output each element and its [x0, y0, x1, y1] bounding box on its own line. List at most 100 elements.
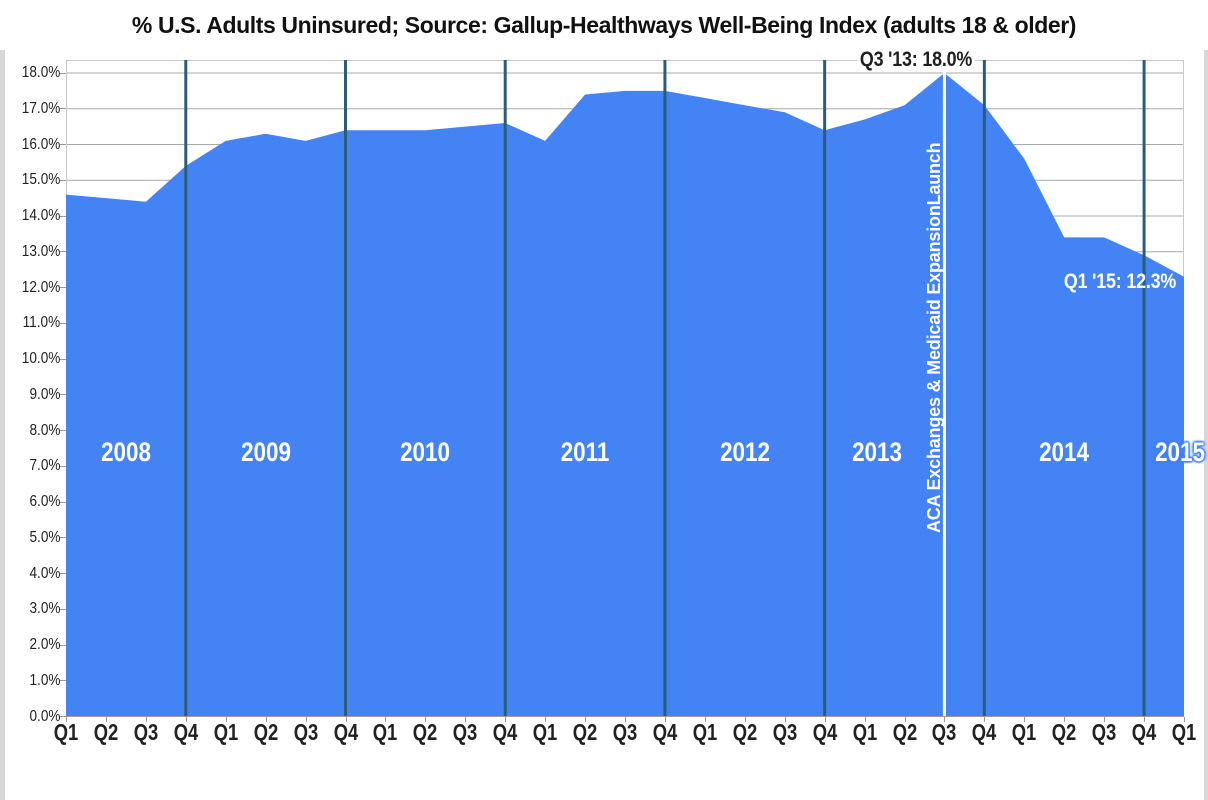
y-axis-tick [60, 608, 66, 610]
x-axis-label: Q2 [732, 719, 758, 745]
y-axis-tick [60, 251, 66, 253]
x-axis-tick [824, 717, 826, 722]
x-axis-label: Q3 [133, 719, 159, 745]
y-axis-label: 16.0% [21, 135, 60, 153]
x-axis-tick [944, 717, 946, 722]
y-axis-tick [60, 680, 66, 682]
y-axis-label: 15.0% [21, 171, 60, 189]
y-axis-tick [60, 144, 66, 145]
y-axis-label: 10.0% [21, 350, 60, 367]
x-axis-label: Q4 [812, 719, 837, 745]
y-axis-tick [60, 358, 66, 360]
y-axis-tick [60, 537, 66, 539]
x-axis-tick [425, 717, 427, 722]
y-axis-tick [60, 430, 66, 431]
x-axis-tick [625, 717, 626, 722]
year-label: 2010 [400, 437, 451, 467]
y-axis-label: 4.0% [29, 564, 60, 582]
y-axis-tick [60, 179, 66, 181]
x-axis-tick [385, 717, 387, 722]
x-axis-tick [864, 717, 866, 722]
x-axis-tick [704, 717, 706, 722]
x-axis-label: Q3 [1091, 719, 1117, 745]
x-axis-tick [305, 717, 307, 722]
x-axis-label: Q1 [852, 719, 877, 745]
x-axis-label: Q3 [612, 719, 638, 745]
x-axis-tick [1064, 717, 1066, 722]
x-axis-label: Q3 [932, 719, 957, 745]
y-axis-label: 14.0% [21, 207, 60, 224]
uninsured-area [66, 73, 1184, 717]
annotation-latest: Q1 '15: 12.3% [1064, 270, 1177, 294]
x-axis-label: Q1 [53, 719, 79, 745]
x-axis-label: Q2 [253, 719, 278, 745]
y-axis-tick [60, 644, 66, 646]
y-axis-tick [60, 501, 66, 503]
y-axis-tick [60, 573, 66, 574]
year-label: 2008 [100, 437, 151, 467]
y-axis-tick [60, 108, 66, 110]
page-left-edge [0, 50, 5, 800]
x-axis-label: Q4 [1131, 719, 1157, 745]
x-axis-tick [984, 717, 986, 722]
x-axis-label: Q1 [532, 719, 558, 745]
x-axis-tick [664, 717, 666, 722]
y-axis-label: 3.0% [29, 600, 60, 618]
x-axis-tick [145, 717, 147, 722]
x-axis-label: Q4 [652, 719, 678, 745]
x-axis-tick [784, 717, 786, 722]
y-axis-tick [60, 72, 66, 74]
x-axis-tick [66, 717, 67, 722]
y-axis-label: 1.0% [29, 671, 60, 689]
year-label: 2013 [851, 437, 902, 467]
x-axis-label: Q1 [692, 719, 718, 745]
x-axis-tick [744, 717, 746, 722]
y-axis-label: 13.0% [21, 242, 60, 260]
x-axis-label: Q1 [1171, 719, 1197, 745]
y-axis-label: 7.0% [29, 457, 60, 475]
x-axis-label: Q4 [492, 719, 518, 745]
x-axis-tick [1184, 717, 1185, 722]
x-axis-tick [185, 717, 187, 722]
y-axis-label: 0.0% [29, 707, 60, 725]
y-axis-label: 11.0% [22, 314, 60, 332]
y-axis-tick [60, 287, 66, 288]
y-axis-tick [60, 215, 66, 217]
chart-title: % U.S. Adults Uninsured; Source: Gallup-… [131, 12, 1077, 38]
x-axis-tick [505, 717, 507, 722]
year-label: 2015 [1155, 437, 1205, 467]
x-axis-label: Q2 [1051, 719, 1077, 745]
x-axis-label: Q3 [453, 719, 478, 745]
year-label: 2009 [240, 437, 291, 467]
x-axis-label: Q1 [373, 719, 398, 745]
aca-event-label: ACA Exchanges & Medicaid ExpansionLaunch [924, 142, 944, 533]
x-axis-label: Q4 [173, 719, 199, 745]
x-axis-tick [585, 717, 587, 722]
y-axis-label: 6.0% [29, 493, 60, 510]
x-axis-label: Q2 [892, 719, 917, 745]
x-axis-tick [1024, 717, 1026, 722]
x-axis-label: Q4 [333, 719, 358, 745]
plot-area [66, 60, 1184, 717]
x-axis-tick [265, 717, 267, 722]
x-axis-label: Q4 [972, 719, 997, 745]
y-axis-label: 2.0% [29, 636, 60, 653]
x-axis-tick [345, 717, 347, 722]
y-axis-tick [60, 394, 66, 396]
x-axis-label: Q1 [1012, 719, 1037, 745]
y-axis-tick [60, 465, 66, 467]
x-axis-tick [225, 717, 227, 722]
y-axis-label: 17.0% [21, 99, 60, 117]
y-axis-label: 9.0% [29, 385, 60, 403]
x-axis-tick [1144, 717, 1146, 722]
x-axis-label: Q2 [413, 719, 438, 745]
x-axis-tick [1104, 717, 1106, 722]
y-axis-tick [60, 716, 66, 717]
x-axis-tick [904, 717, 906, 722]
x-axis-tick [545, 717, 547, 722]
page-right-edge [1204, 50, 1208, 800]
y-axis-label: 5.0% [29, 528, 60, 546]
y-axis-label: 12.0% [21, 278, 60, 296]
year-label: 2012 [719, 437, 770, 467]
